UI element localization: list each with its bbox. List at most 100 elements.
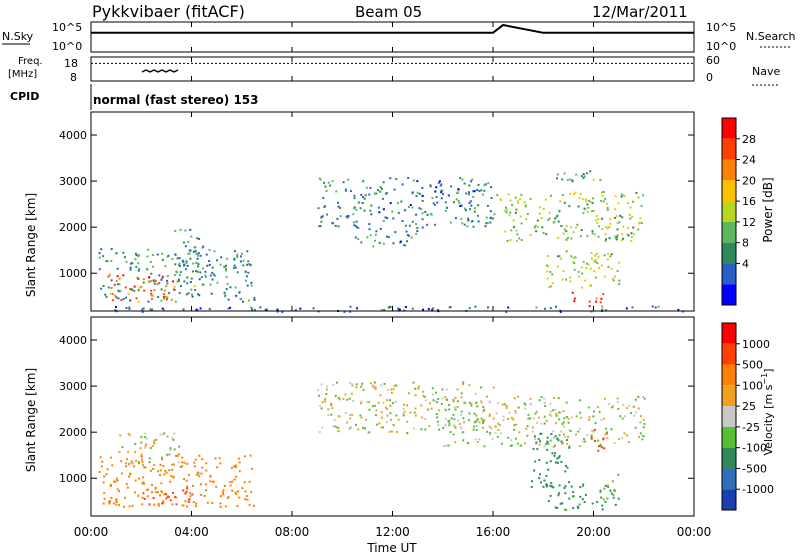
scatter-cell bbox=[408, 392, 410, 395]
scatter-cell bbox=[487, 182, 490, 185]
scatter-cell bbox=[473, 412, 476, 415]
scatter-cell bbox=[583, 440, 586, 443]
scatter-cell bbox=[637, 407, 640, 410]
scatter-cell bbox=[119, 434, 122, 437]
scatter-cell bbox=[165, 493, 167, 496]
scatter-cell bbox=[337, 201, 339, 204]
scatter-cell bbox=[468, 184, 471, 187]
scatter-cell bbox=[600, 297, 603, 300]
scatter-cell bbox=[244, 498, 247, 501]
scatter-cell bbox=[352, 400, 355, 402]
scatter-cell bbox=[549, 494, 552, 497]
scatter-cell bbox=[616, 234, 619, 237]
scatter-cell bbox=[129, 266, 132, 269]
scatter-cell bbox=[509, 211, 512, 214]
scatter-cell bbox=[586, 203, 589, 206]
scatter-cell bbox=[514, 196, 517, 199]
y-tick-label: 2000 bbox=[59, 221, 87, 234]
scatter-cell bbox=[411, 206, 414, 209]
scatter-cell bbox=[164, 469, 167, 472]
scatter-cell bbox=[462, 431, 465, 434]
scatter-cell bbox=[444, 209, 447, 212]
scatter-cell bbox=[610, 492, 613, 495]
scatter-cell bbox=[605, 309, 608, 312]
scatter-cell bbox=[145, 437, 148, 440]
scatter-cell bbox=[456, 388, 459, 391]
scatter-cell bbox=[234, 266, 237, 269]
scatter-cell bbox=[184, 500, 187, 503]
scatter-cell bbox=[464, 209, 467, 212]
scatter-cell bbox=[386, 389, 389, 391]
scatter-cell bbox=[212, 480, 215, 483]
scatter-cell bbox=[563, 425, 565, 428]
scatter-cell bbox=[166, 282, 169, 285]
scatter-cell bbox=[607, 265, 610, 268]
scatter-cell bbox=[195, 473, 198, 476]
scatter-cell bbox=[621, 417, 624, 420]
scatter-cell bbox=[587, 206, 590, 209]
scatter-cell bbox=[570, 485, 573, 488]
scatter-cell bbox=[627, 441, 630, 443]
scatter-cell bbox=[137, 300, 140, 303]
freq-unit-label: [MHz] bbox=[8, 69, 37, 80]
scatter-cell bbox=[444, 418, 447, 421]
scatter-cell bbox=[500, 198, 502, 201]
scatter-cell bbox=[246, 284, 249, 287]
scatter-cell bbox=[559, 411, 562, 414]
scatter-cell bbox=[437, 398, 440, 400]
scatter-cell bbox=[456, 191, 459, 194]
scatter-cell bbox=[98, 252, 101, 255]
scatter-cell bbox=[173, 285, 176, 288]
scatter-cell bbox=[140, 453, 143, 456]
scatter-cell bbox=[445, 206, 448, 209]
scatter-cell bbox=[162, 308, 165, 311]
scatter-cell bbox=[545, 485, 548, 488]
scatter-cell bbox=[343, 310, 346, 313]
scatter-cell bbox=[572, 231, 575, 234]
scatter-cell bbox=[414, 414, 417, 417]
scatter-cell bbox=[484, 225, 487, 228]
scatter-cell bbox=[238, 461, 241, 464]
scatter-cell bbox=[490, 197, 493, 199]
scatter-cell bbox=[552, 445, 555, 448]
scatter-cell bbox=[138, 268, 141, 271]
colorbar-tick-label: 8 bbox=[742, 237, 749, 250]
scatter-cell bbox=[137, 494, 140, 497]
scatter-cell bbox=[236, 271, 239, 274]
scatter-cell bbox=[253, 296, 256, 299]
scatter-cell bbox=[639, 217, 642, 220]
scatter-cell bbox=[635, 191, 638, 194]
scatter-cell bbox=[623, 432, 626, 435]
y-tick-label: 1000 bbox=[59, 472, 87, 485]
scatter-cell bbox=[527, 417, 530, 420]
colorbar-segment bbox=[722, 180, 736, 202]
scatter-cell bbox=[592, 178, 595, 181]
scatter-cell bbox=[468, 412, 471, 415]
scatter-cell bbox=[468, 307, 471, 310]
scatter-cell bbox=[134, 479, 137, 482]
scatter-cell bbox=[561, 442, 564, 445]
scatter-cell bbox=[166, 279, 169, 282]
scatter-cell bbox=[403, 410, 406, 413]
scatter-cell bbox=[115, 499, 118, 502]
scatter-cell bbox=[204, 274, 207, 277]
scatter-cell bbox=[637, 396, 640, 398]
scatter-cell bbox=[465, 192, 468, 195]
scatter-cell bbox=[253, 504, 255, 507]
scatter-cell bbox=[593, 429, 596, 431]
scatter-cell bbox=[578, 503, 581, 506]
scatter-cell bbox=[554, 408, 557, 411]
scatter-cell bbox=[98, 256, 101, 259]
scatter-cell bbox=[143, 436, 146, 439]
scatter-cell bbox=[464, 402, 467, 405]
scatter-cell bbox=[568, 497, 571, 500]
scatter-cell bbox=[540, 481, 542, 484]
scatter-cell bbox=[355, 386, 358, 389]
scatter-cell bbox=[558, 411, 561, 414]
scatter-cell bbox=[224, 505, 227, 508]
colorbar-tick-label: -25 bbox=[742, 421, 760, 434]
scatter-cell bbox=[135, 459, 138, 462]
scatter-cell bbox=[142, 476, 145, 479]
scatter-cell bbox=[519, 215, 522, 218]
scatter-cell bbox=[564, 485, 567, 488]
